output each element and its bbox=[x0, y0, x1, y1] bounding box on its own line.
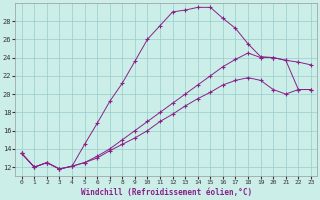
X-axis label: Windchill (Refroidissement éolien,°C): Windchill (Refroidissement éolien,°C) bbox=[81, 188, 252, 197]
